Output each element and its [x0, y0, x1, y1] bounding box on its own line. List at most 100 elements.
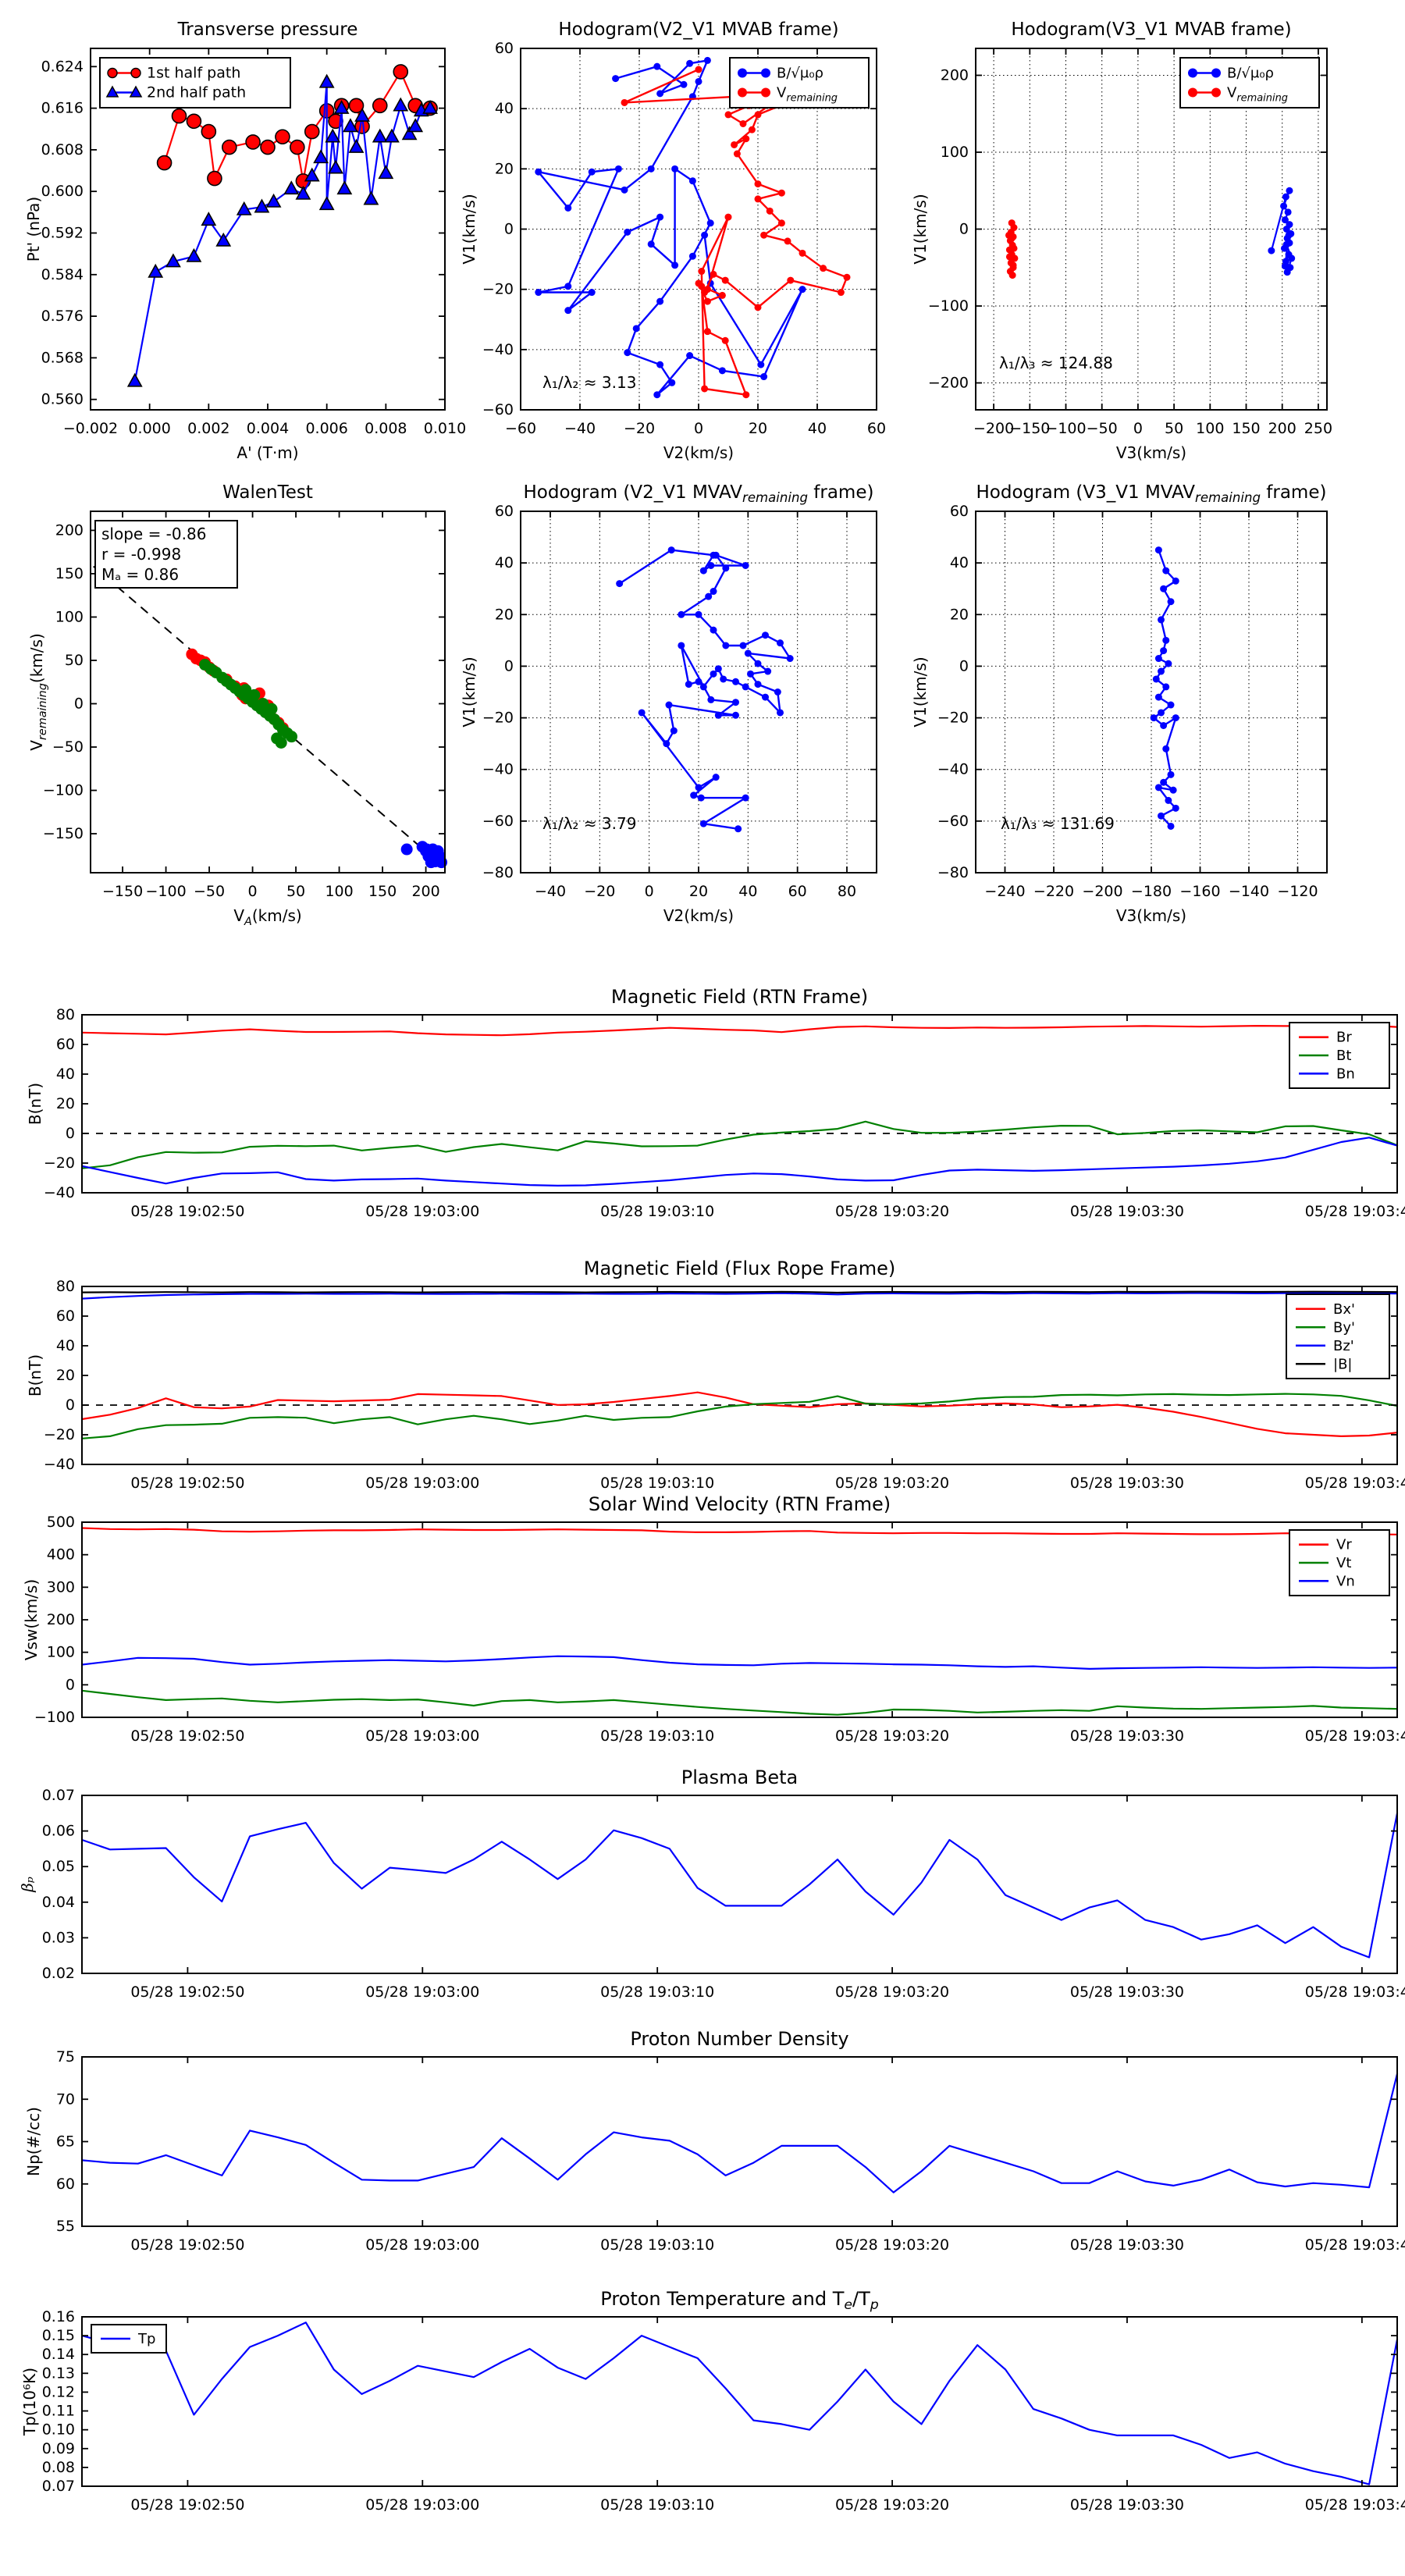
svg-text:60: 60 [56, 2176, 75, 2193]
svg-text:Mₐ = 0.86: Mₐ = 0.86 [101, 565, 179, 584]
svg-text:0.616: 0.616 [41, 100, 84, 117]
svg-text:60: 60 [788, 883, 807, 900]
svg-text:Vsw(km/s): Vsw(km/s) [22, 1579, 41, 1660]
svg-text:0.010: 0.010 [424, 420, 466, 437]
svg-text:0.568: 0.568 [41, 349, 84, 366]
svg-text:05/28 19:03:40: 05/28 19:03:40 [1305, 1203, 1405, 1220]
svg-text:0: 0 [959, 221, 969, 238]
svg-text:−140: −140 [1229, 883, 1269, 900]
svg-text:05/28 19:03:10: 05/28 19:03:10 [600, 1475, 714, 1492]
svg-text:0: 0 [66, 1676, 75, 1693]
svg-text:Tp: Tp [137, 2331, 155, 2347]
svg-text:VA​(km/s): VA​(km/s) [233, 906, 301, 928]
svg-text:V1(km/s): V1(km/s) [911, 194, 930, 264]
svg-text:0.16: 0.16 [42, 2308, 75, 2325]
svg-text:0.12: 0.12 [42, 2383, 75, 2400]
svg-text:−20: −20 [584, 883, 615, 900]
svg-text:Bz': Bz' [1333, 1338, 1354, 1354]
svg-text:Vremaining​: Vremaining​ [1227, 85, 1288, 105]
panel-walen-test: −150 −100 −50 0 50 100 150 200−150−100−50050100… [27, 482, 448, 928]
panel-magnetic-field-flux-rope: 05/28 19:02:50 05/28 19:03:00 05/28 19:03:… [26, 1258, 1405, 1492]
svg-text:400: 400 [47, 1546, 75, 1564]
svg-text:0: 0 [66, 1125, 75, 1142]
svg-text:B/√μ₀ρ: B/√μ₀ρ [777, 66, 823, 82]
svg-text:Magnetic Field (Flux Rope Fram: Magnetic Field (Flux Rope Frame) [584, 1258, 895, 1279]
svg-text:0.576: 0.576 [41, 308, 84, 325]
svg-text:0: 0 [504, 657, 514, 674]
svg-text:200: 200 [411, 883, 439, 900]
svg-text:65: 65 [56, 2133, 75, 2151]
panel-solar-wind-velocity: 05/28 19:02:50 05/28 19:03:00 05/28 19:03:… [22, 1493, 1405, 1745]
svg-text:−50: −50 [1087, 420, 1118, 437]
svg-text:50: 50 [286, 883, 305, 900]
svg-text:Solar Wind Velocity (RTN Frame: Solar Wind Velocity (RTN Frame) [589, 1493, 891, 1515]
svg-text:−0.002: −0.002 [63, 420, 118, 437]
svg-text:250: 250 [1304, 420, 1332, 437]
svg-text:05/28 19:02:50: 05/28 19:02:50 [130, 2496, 244, 2514]
svg-text:−150: −150 [1009, 420, 1050, 437]
svg-text:20: 20 [495, 606, 514, 623]
svg-text:40: 40 [808, 420, 827, 437]
panel-proton-temperature: 05/28 19:02:50 05/28 19:03:00 05/28 19:03:… [20, 2288, 1405, 2514]
svg-text:0.13: 0.13 [42, 2364, 75, 2382]
svg-text:Hodogram(V3_V1 MVAB frame): Hodogram(V3_V1 MVAB frame) [1011, 20, 1291, 40]
svg-text:05/28 19:03:30: 05/28 19:03:30 [1070, 1984, 1184, 2001]
svg-text:05/28 19:03:10: 05/28 19:03:10 [600, 2236, 714, 2254]
svg-text:05/28 19:03:40: 05/28 19:03:40 [1305, 1727, 1405, 1745]
svg-text:40: 40 [950, 554, 969, 571]
svg-text:0: 0 [1133, 420, 1143, 437]
svg-text:−40: −40 [937, 761, 969, 778]
svg-text:70: 70 [56, 2090, 75, 2108]
svg-text:−20: −20 [482, 281, 514, 298]
svg-text:05/28 19:03:10: 05/28 19:03:10 [600, 2496, 714, 2514]
svg-text:300: 300 [47, 1578, 75, 1596]
svg-text:40: 40 [495, 100, 514, 117]
svg-text:200: 200 [1268, 420, 1297, 437]
svg-text:05/28 19:03:00: 05/28 19:03:00 [365, 2496, 479, 2514]
svg-text:Transverse pressure: Transverse pressure [177, 20, 358, 40]
svg-text:0.002: 0.002 [187, 420, 229, 437]
svg-text:05/28 19:02:50: 05/28 19:02:50 [130, 1727, 244, 1745]
svg-text:05/28 19:03:00: 05/28 19:03:00 [365, 1203, 479, 1220]
svg-text:λ₁/λ₃ ≈ 131.69: λ₁/λ₃ ≈ 131.69 [1001, 814, 1115, 833]
svg-text:−160: −160 [1179, 883, 1220, 900]
svg-text:05/28 19:03:00: 05/28 19:03:00 [365, 1984, 479, 2001]
panel-proton-number-density: 05/28 19:02:50 05/28 19:03:00 05/28 19:03:… [24, 2028, 1405, 2254]
panel-magnetic-field-rtn: 05/28 19:02:50 05/28 19:03:00 05/28 19:03:… [26, 986, 1405, 1220]
svg-text:−200: −200 [1082, 883, 1122, 900]
svg-text:60: 60 [56, 1308, 75, 1325]
svg-text:slope = -0.86: slope = -0.86 [101, 525, 206, 543]
panel-hodogram-v3v1-mvab: −200−150−100 −50 0 50 100 150 200 250−200−10001… [911, 20, 1332, 462]
svg-text:40: 40 [495, 554, 514, 571]
svg-text:−60: −60 [482, 401, 514, 418]
panel-hodogram-v3v1-mvav: −240 −220 −200 −180 −160 −140 −120−80−60−40−20… [911, 482, 1328, 925]
svg-text:100: 100 [1196, 420, 1224, 437]
svg-text:Proton Number Density: Proton Number Density [630, 2028, 848, 2050]
svg-text:V1(km/s): V1(km/s) [911, 656, 930, 727]
svg-text:Proton Temperature and Te​/Tp​: Proton Temperature and Te​/Tp​ [600, 2288, 878, 2313]
svg-text:05/28 19:03:40: 05/28 19:03:40 [1305, 1984, 1405, 2001]
svg-text:200: 200 [941, 66, 969, 84]
svg-text:−40: −40 [44, 1184, 75, 1201]
svg-text:0.000: 0.000 [128, 420, 170, 437]
svg-text:60: 60 [867, 420, 886, 437]
svg-text:Tp(10⁶K): Tp(10⁶K) [20, 2368, 39, 2436]
svg-text:0.600: 0.600 [41, 183, 84, 200]
svg-text:05/28 19:03:00: 05/28 19:03:00 [365, 1727, 479, 1745]
svg-text:0: 0 [74, 695, 84, 712]
svg-text:0: 0 [645, 883, 654, 900]
svg-text:WalenTest: WalenTest [222, 482, 313, 503]
svg-text:150: 150 [368, 883, 397, 900]
svg-text:100: 100 [325, 883, 353, 900]
svg-text:0: 0 [959, 657, 969, 674]
svg-text:0.05: 0.05 [42, 1858, 75, 1875]
svg-text:Np(#/cc): Np(#/cc) [24, 2107, 43, 2176]
svg-text:50: 50 [65, 652, 84, 669]
svg-text:0.11: 0.11 [42, 2403, 75, 2420]
svg-text:Vremaining​: Vremaining​ [777, 85, 838, 105]
svg-text:βₚ: βₚ [18, 1877, 37, 1893]
svg-text:0.02: 0.02 [42, 1965, 75, 1982]
svg-text:Vr: Vr [1336, 1537, 1352, 1553]
svg-text:60: 60 [56, 1036, 75, 1053]
svg-text:Pt' (nPa): Pt' (nPa) [24, 197, 43, 262]
